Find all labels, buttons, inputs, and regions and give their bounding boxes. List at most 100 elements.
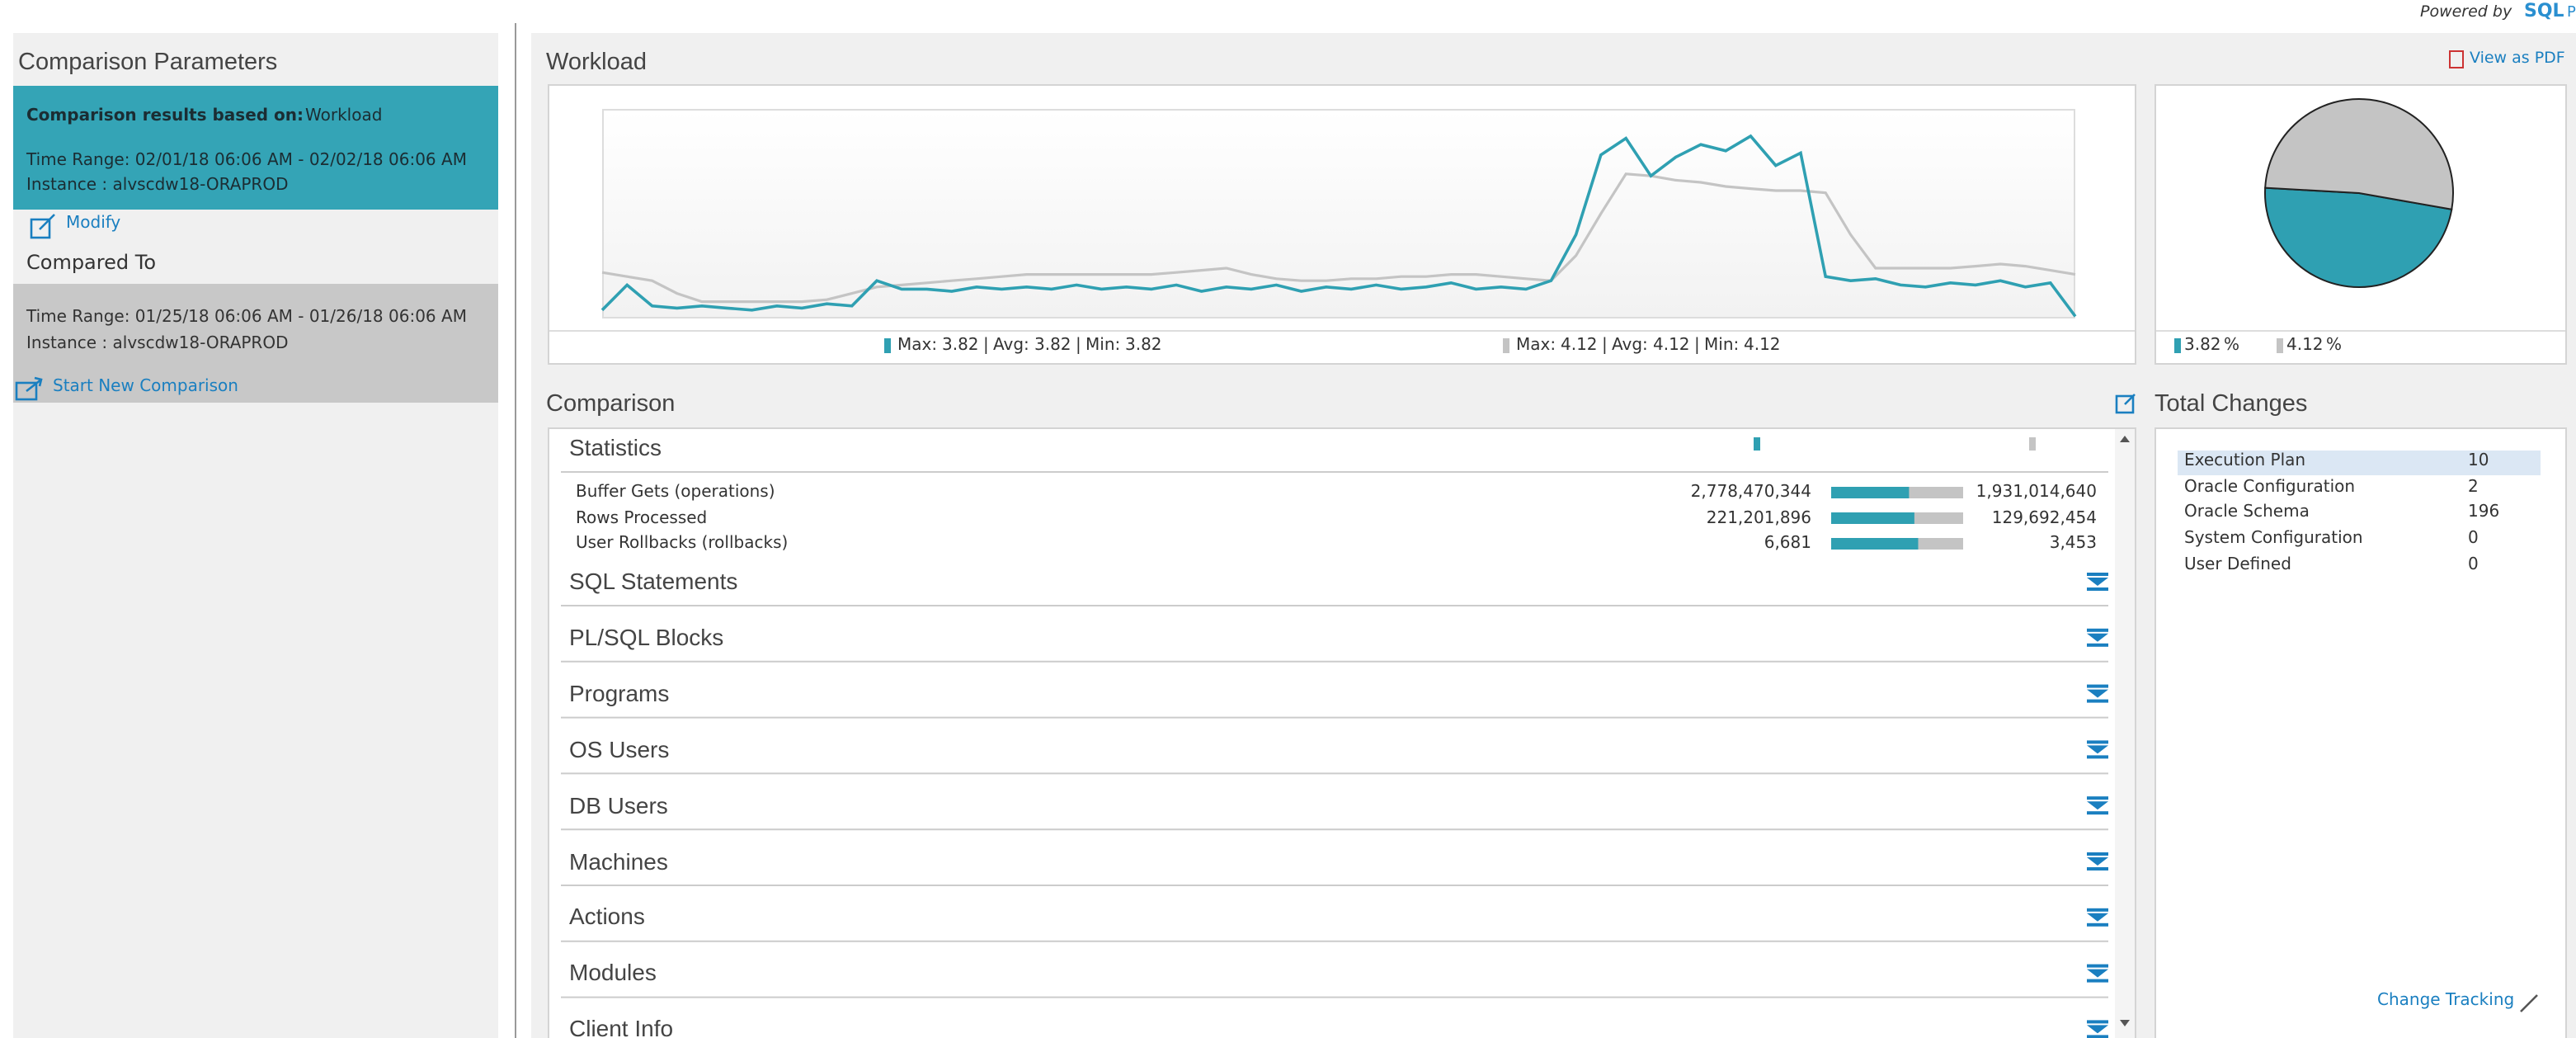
expand-bar (2087, 684, 2108, 688)
view-pdf-link[interactable]: View as PDF (2470, 50, 2565, 68)
expand-icon (2087, 801, 2108, 810)
change-name: Oracle Schema (2184, 503, 2310, 522)
section-title[interactable]: Client Info (569, 1015, 674, 1038)
brand: SQL (2524, 0, 2564, 21)
expand-bar (2087, 587, 2108, 591)
scrollbar[interactable] (2115, 429, 2135, 1038)
change-count: 10 (2468, 452, 2489, 470)
legend-sep (549, 330, 2135, 332)
legend-value: 3.82 (2184, 337, 2221, 355)
stat-previous: 1,931,014,640 (1976, 484, 2097, 502)
pdf-icon[interactable] (2449, 50, 2464, 68)
expand-icon (2087, 745, 2108, 754)
legend-label: Avg: (993, 337, 1029, 355)
legend-unit: % (2326, 337, 2343, 355)
stat-current: 221,201,896 (1706, 509, 1811, 527)
expand-bar (2087, 1020, 2108, 1024)
expand-icon (2087, 578, 2108, 586)
modify-icon[interactable] (30, 214, 55, 239)
section-title[interactable]: Machines (569, 847, 668, 874)
expand-bar (2087, 740, 2108, 744)
current-marker (1754, 437, 1760, 451)
expand-bar (2087, 643, 2108, 647)
change-name: User Defined (2184, 555, 2291, 574)
change-name: Execution Plan (2184, 452, 2306, 470)
legend-value: 4.12 (1561, 337, 1598, 355)
legend-sep (2156, 330, 2565, 332)
expand-bar (2087, 628, 2108, 632)
instance: Instance : alvscdw18-ORAPROD (26, 177, 289, 195)
based-on-value: Workload (305, 107, 383, 125)
expand-bar (2087, 922, 2108, 927)
series-line (600, 134, 2077, 318)
previous-marker (2029, 437, 2036, 451)
legend-swatch (1503, 338, 1509, 353)
stat-name: User Rollbacks (rollbacks) (576, 535, 789, 553)
change-count: 196 (2468, 503, 2500, 522)
expand-bar (2087, 811, 2108, 815)
series-line (601, 172, 2076, 304)
stat-name: Rows Processed (576, 509, 708, 527)
panel-title: Comparison Parameters (18, 50, 278, 76)
bar-current (1831, 487, 1910, 498)
expand-bar (2087, 573, 2108, 576)
expand-bar (2087, 964, 2108, 968)
stat-previous: 129,692,454 (1991, 509, 2097, 527)
change-name: Oracle Configuration (2184, 478, 2356, 497)
legend-swatch (884, 338, 891, 353)
stat-current: 2,778,470,344 (1690, 484, 1811, 502)
total-changes-box (2155, 427, 2567, 1038)
legend-value: 3.82 (1125, 337, 1162, 355)
change-tracking-link[interactable]: Change Tracking (2377, 992, 2515, 1010)
row-highlight (2178, 451, 2541, 475)
expand-bar (2087, 755, 2108, 759)
brand-suffix: PI (2567, 5, 2576, 21)
popout-icon[interactable] (2115, 394, 2136, 414)
stat-current: 6,681 (1764, 535, 1811, 553)
time-range: Time Range: 01/25/18 06:06 AM - 01/26/18… (26, 309, 467, 327)
pencil-icon[interactable] (2520, 994, 2538, 1012)
section-title[interactable]: PL/SQL Blocks (569, 623, 724, 650)
modify-link[interactable]: Modify (66, 215, 121, 233)
expand-icon (2087, 969, 2108, 978)
section-title[interactable]: DB Users (569, 791, 668, 819)
legend-swatch (2277, 338, 2283, 353)
start-icon[interactable] (15, 376, 43, 401)
expand-bar (2087, 699, 2108, 703)
instance: Instance : alvscdw18-ORAPROD (26, 335, 289, 353)
pie-slice (2264, 186, 2453, 288)
start-new-link[interactable]: Start New Comparison (53, 378, 238, 396)
section-title[interactable]: Actions (569, 903, 645, 930)
change-name: System Configuration (2184, 530, 2363, 549)
expand-icon (2087, 689, 2108, 698)
change-count: 2 (2468, 478, 2479, 497)
expand-icon (2087, 857, 2108, 866)
section-title[interactable]: Programs (569, 679, 670, 706)
comparison-box (548, 427, 2136, 1038)
legend-swatch (2174, 338, 2181, 353)
expand-icon (2087, 1025, 2108, 1034)
section-title[interactable]: SQL Statements (569, 568, 738, 594)
legend-value: 3.82 (1034, 337, 1071, 355)
pie-slice (2264, 97, 2454, 210)
total-changes-title: Total Changes (2155, 391, 2308, 418)
section-title[interactable]: Modules (569, 959, 657, 986)
expand-bar (2087, 852, 2108, 856)
legend-value: 4.12 (1653, 337, 1690, 355)
legend-separator: | (1694, 337, 1700, 355)
expand-bar (2087, 908, 2108, 912)
legend-separator: | (983, 337, 989, 355)
legend-unit: % (2224, 337, 2240, 355)
section-title: Statistics (569, 434, 662, 460)
change-count: 0 (2468, 555, 2479, 574)
expand-bar (2087, 867, 2108, 871)
bar-current (1831, 538, 1919, 550)
section-title[interactable]: OS Users (569, 735, 670, 762)
time-range: Time Range: 02/01/18 06:06 AM - 02/02/18… (26, 152, 467, 170)
expand-bar (2087, 796, 2108, 800)
expand-icon (2087, 913, 2108, 922)
expand-bar (2087, 979, 2108, 983)
